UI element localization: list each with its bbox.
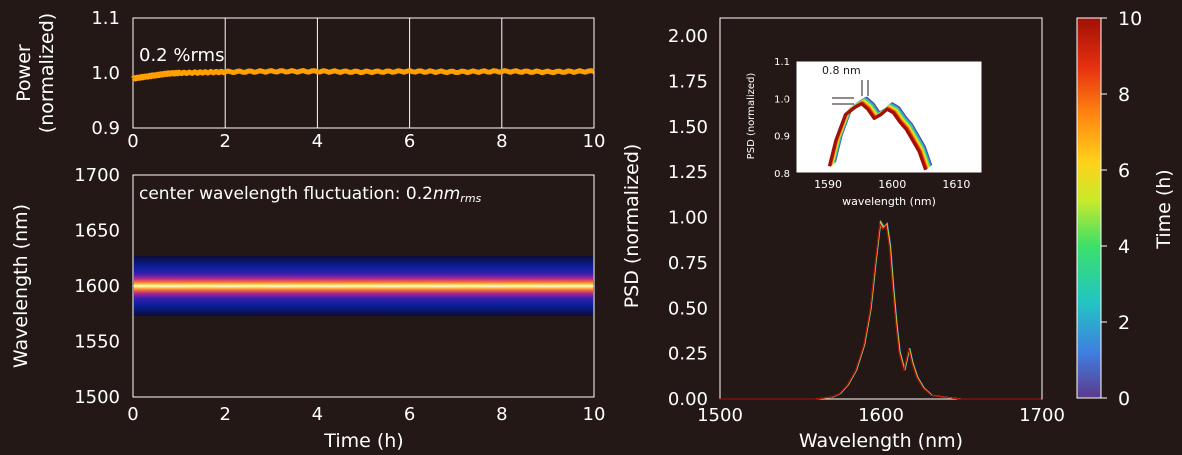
- inset-shift-markers: [832, 80, 869, 105]
- power-panel: 0 2 4 6 8 10 0.9 1.0 1.1 0.2 %rms Power (normal…: [13, 8, 605, 152]
- inset-x-tick-label: 1590: [814, 178, 842, 191]
- wavelength-x-tick-label: 4: [312, 404, 323, 425]
- spectrum-y-tick-label: 1.75: [668, 72, 708, 93]
- inset-series-lines: [827, 96, 933, 171]
- wavelength-y-tick-label: 1550: [74, 332, 120, 353]
- power-x-tick-label: 10: [583, 131, 606, 152]
- inset-series-line: [827, 102, 928, 171]
- power-x-tick-label: 6: [404, 131, 415, 152]
- inset-plot-frame: [795, 60, 983, 174]
- spectrum-series-line: [719, 220, 1042, 400]
- power-annotation: 0.2 %rms: [139, 45, 224, 66]
- spectrum-series-line: [719, 220, 1042, 400]
- wavelength-ylabel: Wavelength (nm): [10, 204, 32, 368]
- power-x-tick-label: 8: [496, 131, 507, 152]
- wavelength-plot-frame: [132, 174, 595, 398]
- spectrum-series-line: [719, 221, 1042, 400]
- inset-ylabel: PSD (normalized): [746, 73, 757, 160]
- wavelength-panel: 0 2 4 6 8 10 1500 1550 1600 1650 1700 center wave…: [10, 165, 605, 452]
- inset-x-tick-label: 1600: [878, 178, 906, 191]
- power-y-tick-label: 0.9: [91, 118, 120, 139]
- colorbar-tick-label: 0: [1118, 388, 1130, 410]
- wavelength-y-tick-labels: 1500 1550 1600 1650 1700: [74, 165, 120, 408]
- spectrum-y-tick-label: 1.00: [668, 208, 708, 229]
- spectrum-series-line: [719, 220, 1042, 400]
- colorbar-label: Time (h): [1153, 169, 1175, 249]
- spectrum-plot-frame: [719, 17, 1043, 400]
- colorbar-tick-label: 8: [1118, 84, 1130, 106]
- colorbar-tick-labels: 0 2 4 6 8 10: [1101, 8, 1142, 410]
- spectrum-panel: 1500 1600 1700 0.00 0.25 0.50 0.75 1.00 1.25 1.5…: [621, 17, 1065, 452]
- spectrum-xlabel: Wavelength (nm): [799, 430, 963, 452]
- spectrum-x-tick-label: 1600: [858, 405, 904, 426]
- spectrum-y-tick-label: 2.00: [668, 26, 708, 47]
- spectrum-series-line: [718, 222, 1041, 400]
- wavelength-y-tick-label: 1500: [74, 387, 120, 408]
- spectrum-x-tick-labels: 1500 1600 1700: [697, 405, 1065, 426]
- inset-y-tick-label: 1.0: [774, 94, 790, 105]
- colorbar: 0 2 4 6 8 10 Time (h): [1076, 8, 1175, 410]
- power-y-tick-labels: 0.9 1.0 1.1: [91, 8, 120, 139]
- spectrum-series-line: [720, 219, 1042, 400]
- spectrum-series-line: [719, 219, 1042, 400]
- wavelength-x-tick-label: 8: [496, 404, 507, 425]
- inset-x-tick-labels: 1590 1600 1610: [814, 178, 970, 191]
- wavelength-annotation: center wavelength fluctuation: 0.2nmrms: [139, 184, 482, 205]
- wavelength-x-tick-label: 2: [219, 404, 230, 425]
- spectrum-series-line: [718, 222, 1041, 400]
- spectrum-y-tick-label: 1.50: [668, 117, 708, 138]
- power-x-tick-label: 4: [312, 131, 323, 152]
- inset-y-tick-label: 0.9: [774, 132, 790, 143]
- wavelength-y-tick-label: 1650: [74, 221, 120, 242]
- spectrum-y-tick-label: 0.75: [668, 253, 708, 274]
- wavelength-xlabel: Time (h): [323, 430, 403, 452]
- spectrum-y-tick-label: 1.25: [668, 162, 708, 183]
- power-x-tick-label: 0: [127, 131, 138, 152]
- spectrum-series-lines: [718, 219, 1042, 400]
- wavelength-x-tick-label: 10: [583, 404, 606, 425]
- colorbar-tick-label: 2: [1118, 312, 1130, 334]
- spectrum-x-tick-label: 1500: [697, 405, 743, 426]
- spectrum-x-tick-label: 1700: [1019, 405, 1065, 426]
- power-plot-frame: [132, 17, 595, 129]
- spectrum-y-tick-label: 0.25: [668, 344, 708, 365]
- inset-shift-annotation: 0.8 nm: [822, 64, 861, 77]
- wavelength-x-tick-label: 0: [127, 404, 138, 425]
- power-x-tick-labels: 0 2 4 6 8 10: [127, 131, 605, 152]
- spectrum-y-tick-labels: 0.00 0.25 0.50 0.75 1.00 1.25 1.50 1.75 2.00: [668, 26, 708, 410]
- colorbar-tick-label: 4: [1118, 236, 1130, 258]
- power-ylabel-line2: (normalized): [36, 13, 58, 133]
- wavelength-x-tick-label: 6: [404, 404, 415, 425]
- inset-x-tick-label: 1610: [942, 178, 970, 191]
- power-x-tick-label: 2: [219, 131, 230, 152]
- inset-y-tick-label: 0.8: [774, 169, 790, 180]
- power-y-tick-label: 1.1: [91, 8, 120, 29]
- inset-power-annotation: 1.4%: [780, 86, 791, 111]
- colorbar-tick-label: 6: [1118, 160, 1130, 182]
- power-series-line: [131, 68, 595, 82]
- center-wavelength-line: [132, 285, 595, 287]
- wavelength-y-tick-label: 1700: [74, 165, 120, 186]
- wavelength-x-tick-labels: 0 2 4 6 8 10: [127, 404, 605, 425]
- inset-xlabel: wavelength (nm): [842, 195, 936, 208]
- power-y-tick-label: 1.0: [91, 63, 120, 84]
- spectrum-y-tick-label: 0.50: [668, 298, 708, 319]
- power-ylabel-line1: Power: [13, 44, 35, 102]
- spectrum-ylabel: PSD (normalized): [621, 144, 643, 309]
- colorbar-tick-label: 10: [1118, 8, 1142, 30]
- spectrum-y-tick-label: 0.00: [668, 389, 708, 410]
- colorbar-gradient: [1076, 17, 1102, 399]
- spectrum-inset: 1590 1600 1610 0.8 0.9 1.0 1.1 PSD (normalize…: [746, 57, 983, 208]
- inset-y-tick-label: 1.1: [774, 57, 790, 68]
- inset-y-tick-labels: 0.8 0.9 1.0 1.1: [774, 57, 790, 180]
- wavelength-y-tick-label: 1600: [74, 276, 120, 297]
- spectrum-series-line: [719, 221, 1041, 400]
